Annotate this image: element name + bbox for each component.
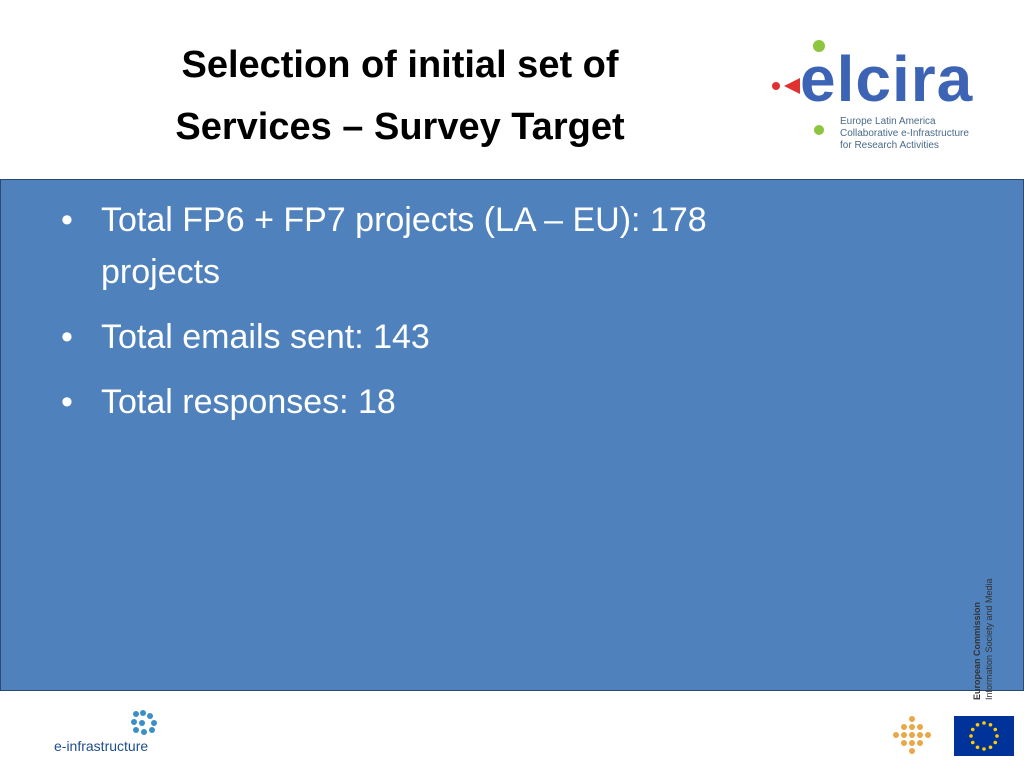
logo-tagline: for Research Activities <box>840 140 939 151</box>
eu-flag <box>954 716 1014 756</box>
logo-icon <box>772 40 825 135</box>
star <box>970 740 975 745</box>
commission-text: Information Society and Media <box>984 578 994 700</box>
star <box>969 734 973 738</box>
bullet-list: Total FP6 + FP7 projects (LA – EU): 178 … <box>61 194 821 441</box>
star <box>993 727 998 732</box>
title-line: Services – Survey Target <box>175 106 625 148</box>
star <box>975 722 980 727</box>
star <box>995 734 999 738</box>
star <box>988 722 993 727</box>
title-line: Selection of initial set of <box>181 44 619 86</box>
logo-tagline: Collaborative e-Infrastructure <box>840 128 969 139</box>
star <box>988 745 993 750</box>
bullet: Total responses: 18 <box>61 376 821 428</box>
bullet: Total FP6 + FP7 projects (LA – EU): 178 … <box>61 194 821 298</box>
star <box>993 740 998 745</box>
bullet: Total emails sent: 143 <box>61 311 821 363</box>
commission-text: European Commission <box>972 601 982 700</box>
einfra-icon <box>131 710 157 735</box>
content-box: Total FP6 + FP7 projects (LA – EU): 178 … <box>0 179 1024 691</box>
einfra-label: e-infrastructure <box>54 738 149 754</box>
star <box>982 747 986 751</box>
star <box>975 745 980 750</box>
dots-icon <box>893 716 931 754</box>
logo-word: elcira <box>800 43 974 115</box>
star <box>982 721 986 725</box>
star <box>970 727 975 732</box>
logo-tagline: Europe Latin America <box>840 116 936 127</box>
